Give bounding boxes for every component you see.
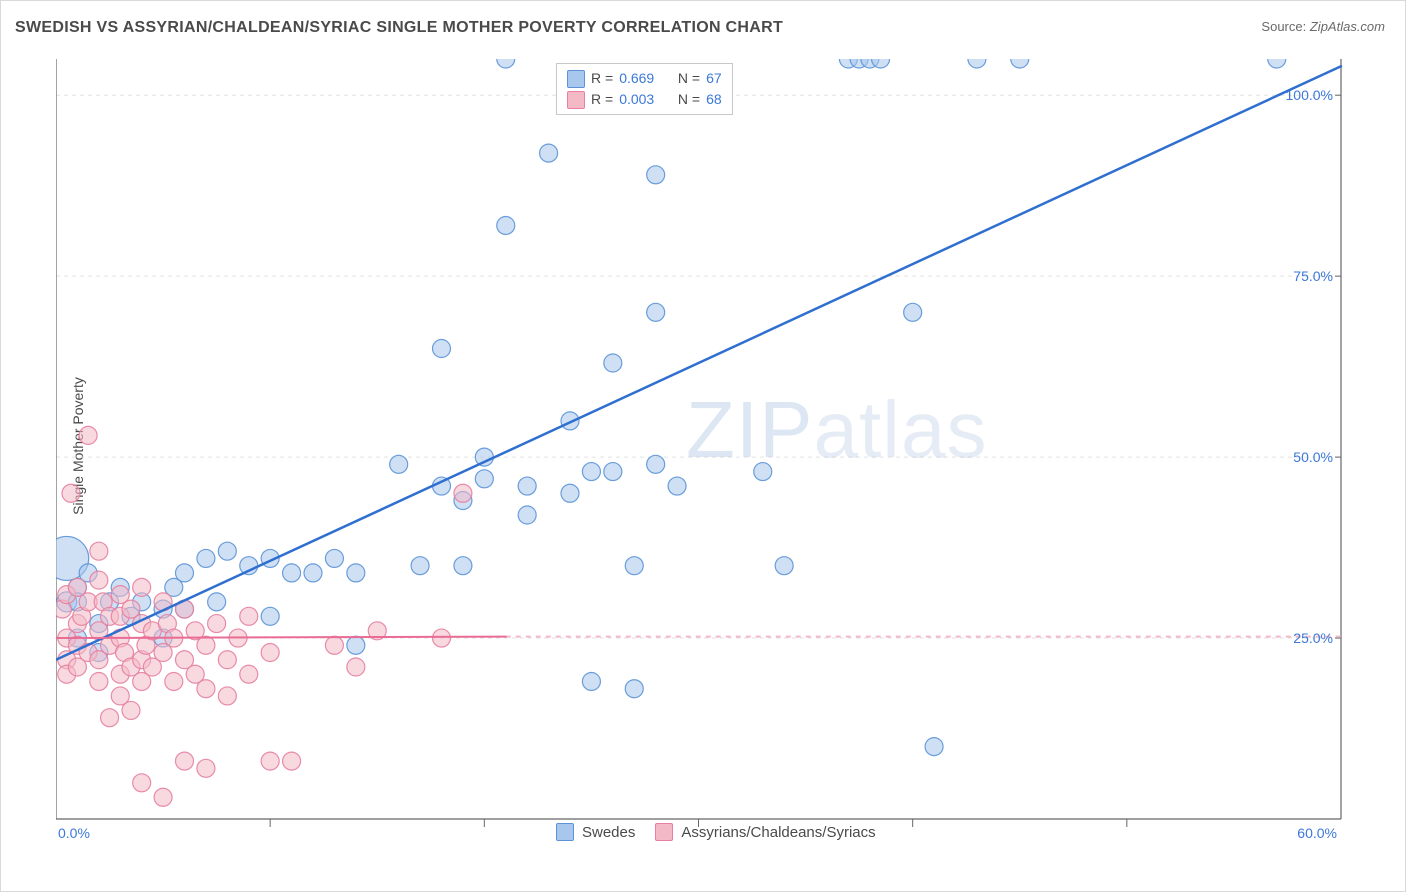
chart-title: SWEDISH VS ASSYRIAN/CHALDEAN/SYRIAC SING… <box>15 19 783 37</box>
scatter-plot-svg: 25.0% 50.0% 75.0% 100.0% <box>56 59 1356 837</box>
legend-correlation: R = 0.669 N = 67 R = 0.003 N = 68 <box>556 63 733 115</box>
svg-text:75.0%: 75.0% <box>1293 268 1333 284</box>
source-value: ZipAtlas.com <box>1310 19 1385 34</box>
legend-swatch <box>567 91 585 109</box>
legend-row: R = 0.003 N = 68 <box>567 89 722 110</box>
plot-area: 25.0%50.0%75.0%100.0% ZIPatlas R = 0.669… <box>56 59 1356 837</box>
legend-swatch <box>655 823 673 841</box>
source-label: Source: <box>1261 19 1306 34</box>
chart-container: SWEDISH VS ASSYRIAN/CHALDEAN/SYRIAC SING… <box>0 0 1406 892</box>
legend-row: R = 0.669 N = 67 <box>567 68 722 89</box>
svg-text:25.0%: 25.0% <box>1293 630 1333 646</box>
svg-text:50.0%: 50.0% <box>1293 449 1333 465</box>
legend-label: Swedes <box>582 824 635 841</box>
legend-label: Assyrians/Chaldeans/Syriacs <box>681 824 875 841</box>
legend-item: Swedes <box>556 823 635 841</box>
legend-series: Swedes Assyrians/Chaldeans/Syriacs <box>556 823 876 841</box>
axis-tick-label: 60.0% <box>1297 825 1337 841</box>
legend-swatch <box>556 823 574 841</box>
svg-text:100.0%: 100.0% <box>1286 87 1333 103</box>
source-attribution: Source: ZipAtlas.com <box>1261 19 1385 34</box>
legend-item: Assyrians/Chaldeans/Syriacs <box>655 823 875 841</box>
legend-swatch <box>567 70 585 88</box>
axis-tick-label: 0.0% <box>58 825 90 841</box>
